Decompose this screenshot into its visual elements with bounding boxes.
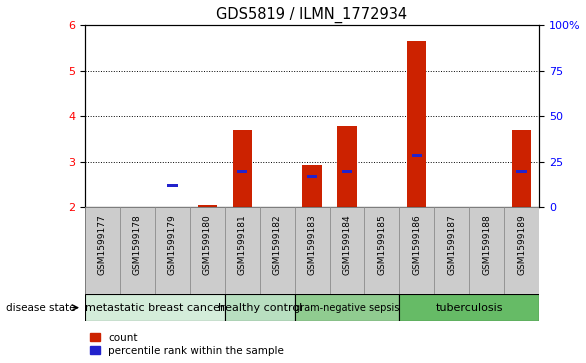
Bar [364,207,400,294]
Bar [155,207,190,294]
Text: GSM1599184: GSM1599184 [342,214,352,274]
Text: GSM1599187: GSM1599187 [447,214,456,275]
Text: GSM1599179: GSM1599179 [168,214,177,275]
Text: GSM1599188: GSM1599188 [482,214,491,275]
Bar [434,207,469,294]
Bar [295,294,400,321]
Bar [85,207,120,294]
Bar [85,294,224,321]
Bar [306,175,318,178]
Bar [302,165,322,207]
Title: GDS5819 / ILMN_1772934: GDS5819 / ILMN_1772934 [216,7,408,23]
Text: GSM1599178: GSM1599178 [133,214,142,275]
Bar [85,207,539,294]
Legend: count, percentile rank within the sample: count, percentile rank within the sample [90,333,284,356]
Text: gram-negative sepsis: gram-negative sepsis [294,303,400,313]
Text: GSM1599185: GSM1599185 [377,214,386,275]
Bar [197,205,217,207]
Bar [260,207,295,294]
Text: GSM1599183: GSM1599183 [308,214,316,275]
Text: disease state: disease state [6,303,76,313]
Text: GSM1599189: GSM1599189 [517,214,526,275]
Bar [411,154,422,157]
Bar [329,207,364,294]
Text: metastatic breast cancer: metastatic breast cancer [85,303,224,313]
Bar [516,170,527,173]
Text: healthy control: healthy control [217,303,302,313]
Bar [407,41,427,207]
Bar [295,207,329,294]
Bar [400,207,434,294]
Bar [338,126,357,207]
Bar [237,170,247,173]
Bar [512,130,532,207]
Bar [190,207,224,294]
Bar [233,130,252,207]
Text: GSM1599181: GSM1599181 [238,214,247,275]
Bar [469,207,504,294]
Text: tuberculosis: tuberculosis [435,303,503,313]
Bar [224,294,295,321]
Text: GSM1599186: GSM1599186 [413,214,421,275]
Bar [342,170,352,173]
Text: GSM1599177: GSM1599177 [98,214,107,275]
Text: GSM1599180: GSM1599180 [203,214,212,275]
Bar [120,207,155,294]
Text: GSM1599182: GSM1599182 [272,214,282,274]
Bar [224,207,260,294]
Bar [504,207,539,294]
Bar [167,184,178,187]
Bar [400,294,539,321]
